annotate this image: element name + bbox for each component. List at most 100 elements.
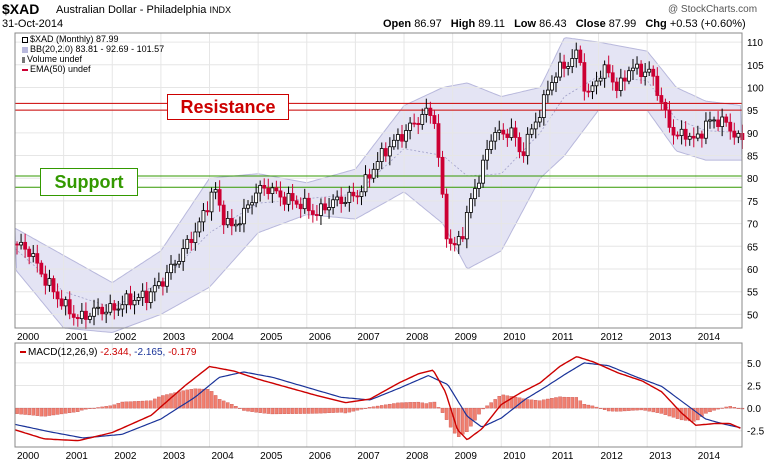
candle-body xyxy=(274,187,279,192)
high-value: 89.11 xyxy=(478,18,506,30)
macd-histogram-bar xyxy=(177,391,181,409)
price-candles xyxy=(15,42,745,329)
candle-body xyxy=(258,185,263,194)
macd-histogram-bar xyxy=(290,407,295,414)
price-tick-label: 100 xyxy=(747,83,764,94)
candle-body xyxy=(242,207,246,225)
candle-body xyxy=(262,185,267,189)
low-label: Low xyxy=(514,18,537,30)
macd-histogram-bar xyxy=(538,400,542,409)
macd-histogram-bar xyxy=(144,400,149,409)
macd-histogram-bar xyxy=(298,407,303,414)
macd-histogram-bar xyxy=(671,407,676,418)
macd-histogram-bar xyxy=(392,403,396,409)
candle-body xyxy=(221,204,226,226)
candle-body xyxy=(396,134,400,141)
macd-line xyxy=(14,356,741,442)
candle-body xyxy=(663,101,668,111)
macd-histogram-bar xyxy=(363,407,368,409)
stockcharts-credit[interactable]: @ StockCharts.com xyxy=(668,4,758,15)
macd-x-tick-label: 2002 xyxy=(114,451,137,462)
candle-body xyxy=(464,212,469,240)
candle-body xyxy=(67,299,72,315)
candle-body xyxy=(335,196,340,201)
candle-body xyxy=(286,193,291,205)
macd-histogram-bar xyxy=(315,407,319,414)
macd-label: MACD(12,26,9) xyxy=(28,347,98,358)
candle-body xyxy=(140,290,145,298)
price-tick-label: 70 xyxy=(747,220,759,231)
axes: 50 55 60 65 70 75 80 85 90 95 100 105 110 2000 2000 200… xyxy=(14,32,765,462)
macd-histogram-bar xyxy=(724,406,728,409)
macd-histogram-bar xyxy=(473,407,477,421)
macd-histogram-bar xyxy=(485,405,489,409)
candle-body xyxy=(233,223,238,227)
macd-histogram-bar xyxy=(525,399,530,409)
price-x-tick-label: 2008 xyxy=(406,332,429,343)
candle-body xyxy=(173,263,177,266)
candle-body xyxy=(728,121,733,132)
candle-body xyxy=(331,199,336,208)
candle-body xyxy=(96,306,100,309)
macd-x-tick-label: 2005 xyxy=(260,451,283,462)
candle-body xyxy=(254,192,259,204)
macd-histogram-bar xyxy=(546,398,550,409)
legend-price: $XAD (Monthly) 87.99 xyxy=(22,34,164,44)
ohlc-readout: Open 86.97 High 89.11 Low 86.43 Close 87… xyxy=(383,18,746,30)
macd-histogram-bar xyxy=(347,407,352,413)
candle-body xyxy=(290,193,295,202)
macd-histogram-bar xyxy=(379,405,384,409)
candle-body xyxy=(509,127,514,138)
price-x-tick-label: 2003 xyxy=(163,332,186,343)
candle-body xyxy=(383,148,388,157)
candle-body xyxy=(120,304,125,310)
macd-histogram-bar xyxy=(728,406,732,409)
macd-tick-label: 2.5 xyxy=(747,382,761,393)
macd-histogram-bar xyxy=(116,403,121,409)
candle-body xyxy=(343,202,348,204)
macd-histogram-bar xyxy=(404,402,408,409)
candle-body xyxy=(655,75,660,96)
candle-body xyxy=(420,114,425,125)
candle-body xyxy=(193,231,198,244)
candle-body xyxy=(319,203,323,216)
candle-body xyxy=(566,66,571,69)
macd-histogram-bar xyxy=(323,407,327,414)
macd-histogram-bar xyxy=(161,395,165,409)
price-tick-label: 55 xyxy=(747,288,759,299)
candle-body xyxy=(31,253,36,257)
macd-histogram-bar xyxy=(388,403,392,409)
candle-body xyxy=(699,133,704,139)
candle-body xyxy=(558,61,562,78)
macd-histogram-bar xyxy=(282,407,287,414)
candle-body xyxy=(270,187,275,194)
macd-histogram-bar xyxy=(262,407,266,414)
candle-body xyxy=(489,140,494,150)
macd-tick-label: 5.0 xyxy=(747,359,761,370)
candle-body xyxy=(189,238,194,244)
macd-x-tick-label: 2011 xyxy=(552,451,574,462)
price-x-tick-label: 2014 xyxy=(698,332,721,343)
macd-histogram-bar xyxy=(140,400,145,409)
macd-histogram-bar xyxy=(197,388,202,409)
close-value: 87.99 xyxy=(608,18,637,30)
candle-body xyxy=(104,311,109,315)
macd-histogram-bar xyxy=(27,407,31,416)
candle-body xyxy=(545,89,550,96)
bb-swatch xyxy=(22,46,28,53)
candle-body xyxy=(112,303,117,311)
macd-histogram-bar xyxy=(606,407,611,412)
macd-histogram-bar xyxy=(136,401,141,409)
macd-histogram-bar xyxy=(732,407,737,409)
candle-body xyxy=(379,148,384,162)
macd-histogram-bar xyxy=(205,389,210,409)
candle-body xyxy=(627,70,631,82)
macd-histogram-bar xyxy=(302,407,307,414)
macd-histogram-bar xyxy=(631,407,635,411)
macd-histogram-bar xyxy=(270,407,275,415)
macd-histogram-bar xyxy=(128,401,133,409)
macd-histogram-bar xyxy=(104,406,108,409)
candle-body xyxy=(266,187,271,194)
candle-body xyxy=(550,82,554,91)
candle-body xyxy=(432,115,437,125)
